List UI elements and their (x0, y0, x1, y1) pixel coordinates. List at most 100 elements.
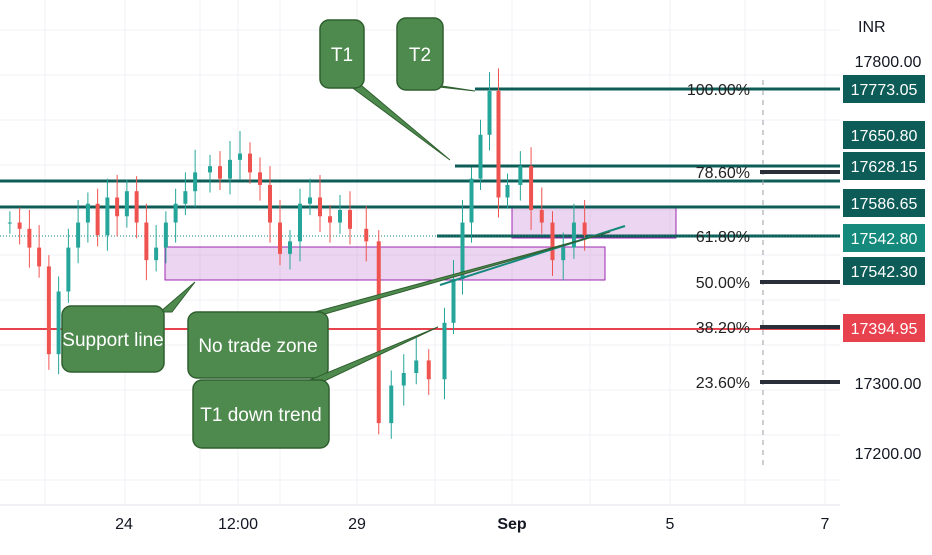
price-tag-text: 17650.80 (851, 128, 918, 145)
candle-body (426, 360, 431, 380)
price-axis[interactable]: INR 17800.00 17300.00 17200.00 17773.05 17650… (843, 19, 925, 463)
time-tick-label: 24 (115, 516, 133, 533)
callout-support-box (61, 305, 165, 373)
candle-body (451, 278, 456, 323)
no-trade-zone-box (164, 246, 606, 281)
price-tag-text: 17773.05 (851, 82, 918, 99)
candle-body (478, 134, 483, 179)
price-tag-text: 17628.15 (851, 159, 918, 176)
candle-body (183, 191, 188, 204)
fib-label: 50.00% (696, 275, 750, 292)
candle-body (318, 197, 322, 217)
callout-t2-text: T2 (409, 45, 431, 66)
price-tag-bg (843, 314, 925, 342)
candle-body (27, 228, 32, 248)
fib-label: 78.60% (696, 165, 750, 182)
price-tag-text: 17542.80 (851, 231, 918, 248)
candle-body (561, 247, 566, 261)
time-tick-label: 29 (348, 516, 366, 533)
candle-body (7, 222, 12, 224)
price-tick-label: 17800.00 (855, 54, 922, 71)
candle-body (496, 90, 501, 198)
candle-body (238, 153, 242, 160)
fib-label: 100.00% (687, 82, 750, 99)
fib-label: 23.60% (696, 375, 750, 392)
callout-t1-box (319, 19, 365, 89)
fib-label: 38.20% (696, 320, 750, 337)
candle-body (46, 266, 51, 355)
price-tag-bg (843, 189, 925, 217)
candle-body (173, 203, 178, 223)
callout-t2-box (396, 17, 444, 91)
candle-body (95, 203, 100, 236)
candle-body (401, 372, 406, 386)
candle-body (76, 222, 81, 248)
candle-body (298, 203, 302, 242)
candles-layer (7, 68, 587, 439)
candle-body (37, 247, 42, 267)
candle-body (469, 178, 474, 223)
candle-body (389, 385, 394, 424)
callout-no-trade-box (187, 311, 329, 379)
candle-body (518, 166, 523, 185)
candle-body (328, 216, 332, 223)
candle-body (105, 197, 110, 236)
candle-body (17, 222, 22, 229)
callout-support-text: Support line (62, 330, 163, 351)
price-tag-text: 17586.65 (851, 196, 918, 213)
candle-body (228, 159, 232, 179)
candle-body (505, 184, 510, 198)
candle-body (308, 197, 312, 204)
fibonacci-layer: 100.00% 78.60% 61.80% 50.00% 38.20% 23.60% (687, 82, 840, 392)
price-tag-bg (843, 257, 925, 285)
candle-body (268, 184, 272, 223)
candle-body (288, 241, 292, 254)
candle-body (154, 247, 159, 261)
candle-body (258, 172, 262, 185)
time-axis[interactable]: 24 12:00 29 Sep 5 7 (0, 504, 840, 533)
candle-body (460, 222, 465, 279)
candle-body (376, 241, 381, 424)
price-tag-bg (843, 121, 925, 149)
price-tick-label: 17200.00 (855, 446, 922, 463)
candle-body (571, 222, 576, 248)
candle-body (163, 222, 168, 248)
price-tag-bg (843, 224, 925, 252)
fib-label: 61.80% (696, 229, 750, 246)
candle-body (208, 166, 212, 173)
zones-layer (164, 207, 677, 281)
callout-t1-down-text: T1 down trend (200, 405, 321, 426)
callout-support-pointer (158, 281, 196, 313)
candle-body (338, 210, 342, 223)
candle-body (529, 166, 534, 211)
candle-body (56, 291, 61, 355)
candle-body (193, 172, 198, 192)
time-tick-label: 7 (821, 516, 830, 533)
candle-body (144, 222, 149, 261)
candle-body (278, 222, 282, 254)
price-tag-bg (843, 152, 925, 180)
time-tick-label: 5 (666, 516, 675, 533)
callout-t1-text: T1 (331, 45, 353, 66)
upper-zone-box (511, 207, 677, 239)
price-tag-bg (843, 75, 925, 103)
candle-body (115, 197, 120, 217)
candle-body (348, 210, 352, 229)
candle-body (218, 166, 222, 179)
candle-body (85, 203, 90, 223)
currency-label: INR (858, 19, 886, 36)
price-tick-label: 17300.00 (855, 376, 922, 393)
candle-body (582, 222, 587, 236)
candle-body (248, 153, 252, 173)
candle-body (442, 322, 447, 380)
candle-body (487, 90, 492, 135)
candle-body (364, 228, 369, 242)
time-tick-label: Sep (497, 516, 527, 533)
callout-t1-down-box (192, 379, 330, 449)
candle-body (414, 360, 419, 373)
candle-body (124, 191, 129, 217)
price-tag-text: 17394.95 (851, 321, 918, 338)
price-tag-text: 17542.30 (851, 264, 918, 281)
